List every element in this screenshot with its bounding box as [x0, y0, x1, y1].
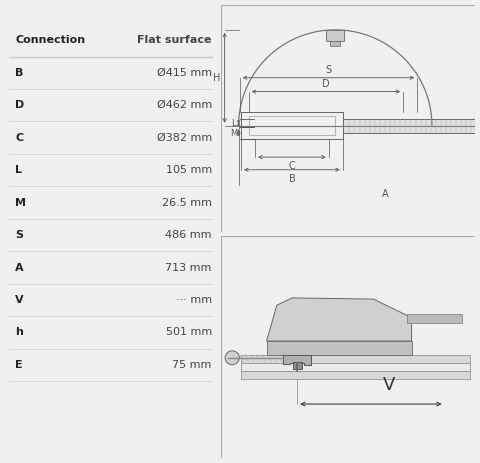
Text: B: B — [15, 68, 24, 78]
Text: h: h — [15, 327, 23, 338]
Bar — [343, 119, 480, 133]
Text: 486 mm: 486 mm — [165, 230, 212, 240]
Text: E: E — [15, 360, 23, 370]
Polygon shape — [283, 355, 311, 365]
Text: Ø382 mm: Ø382 mm — [156, 133, 212, 143]
Text: S: S — [15, 230, 24, 240]
Bar — [292, 362, 302, 369]
Text: H: H — [213, 73, 220, 83]
Text: C: C — [288, 161, 295, 171]
Text: 713 mm: 713 mm — [166, 263, 212, 273]
Text: A: A — [15, 263, 24, 273]
Text: Ø462 mm: Ø462 mm — [156, 100, 212, 110]
Text: L: L — [15, 165, 23, 175]
Text: Ø415 mm: Ø415 mm — [156, 68, 212, 78]
Text: 105 mm: 105 mm — [166, 165, 212, 175]
Text: A: A — [382, 188, 388, 199]
Circle shape — [225, 351, 240, 365]
Text: M: M — [230, 129, 237, 138]
Text: 26.5 mm: 26.5 mm — [162, 198, 212, 207]
Text: S: S — [325, 65, 332, 75]
Text: V: V — [383, 376, 395, 394]
Polygon shape — [266, 298, 412, 341]
Text: 501 mm: 501 mm — [166, 327, 212, 338]
Bar — [330, 41, 340, 46]
Bar — [249, 116, 335, 135]
Text: B: B — [288, 174, 295, 183]
Text: V: V — [15, 295, 24, 305]
Text: 75 mm: 75 mm — [172, 360, 212, 370]
Text: D: D — [322, 79, 330, 88]
Bar — [326, 30, 344, 41]
Text: Connection: Connection — [15, 35, 85, 45]
Text: L: L — [231, 119, 236, 128]
Polygon shape — [266, 341, 412, 355]
Text: ··· mm: ··· mm — [176, 295, 212, 305]
Text: D: D — [15, 100, 24, 110]
Text: Flat surface: Flat surface — [137, 35, 212, 45]
Text: M: M — [15, 198, 26, 207]
Bar — [241, 112, 343, 139]
Text: C: C — [15, 133, 24, 143]
